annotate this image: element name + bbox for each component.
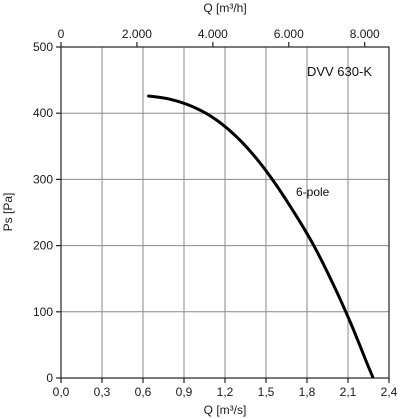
grid [61, 47, 389, 378]
x-tick-label: 0,3 [94, 385, 111, 399]
y-tick-label: 400 [33, 106, 53, 120]
x-tick-label: 1,5 [258, 385, 275, 399]
tick-labels: 0,0 0,3 0,6 0,9 1,2 1,5 1,8 2,1 2,4 0 2.000 4.000 6.… [33, 27, 398, 399]
x2-tick-label: 6.000 [274, 27, 304, 41]
series-label-6-pole: 6-pole [296, 185, 330, 199]
model-title: DVV 630-K [307, 64, 372, 79]
x2-tick-label: 4.000 [198, 27, 228, 41]
x-tick-label: 0,0 [53, 385, 70, 399]
x-tick-label: 1,8 [299, 385, 316, 399]
y-tick-label: 300 [33, 172, 53, 186]
top-axis-title: Q [m³/h] [203, 1, 246, 15]
x-tick-label: 2,4 [381, 385, 398, 399]
x2-tick-label: 0 [58, 27, 65, 41]
series-line-6-pole [147, 94, 375, 379]
x2-tick-label: 8.000 [350, 27, 380, 41]
x-tick-label: 0,9 [176, 385, 193, 399]
x2-tick-label: 2.000 [122, 27, 152, 41]
y-tick-label: 200 [33, 239, 53, 253]
x-tick-label: 2,1 [340, 385, 357, 399]
x-tick-label: 0,6 [135, 385, 152, 399]
y-tick-label: 100 [33, 305, 53, 319]
y-axis-title: Ps [Pa] [1, 193, 15, 232]
axis-ticks [56, 42, 390, 383]
curves [147, 94, 375, 379]
x-tick-label: 1,2 [217, 385, 234, 399]
y-tick-label: 0 [46, 371, 53, 385]
bottom-axis-title: Q [m³/s] [204, 403, 247, 417]
y-tick-label: 500 [33, 40, 53, 54]
